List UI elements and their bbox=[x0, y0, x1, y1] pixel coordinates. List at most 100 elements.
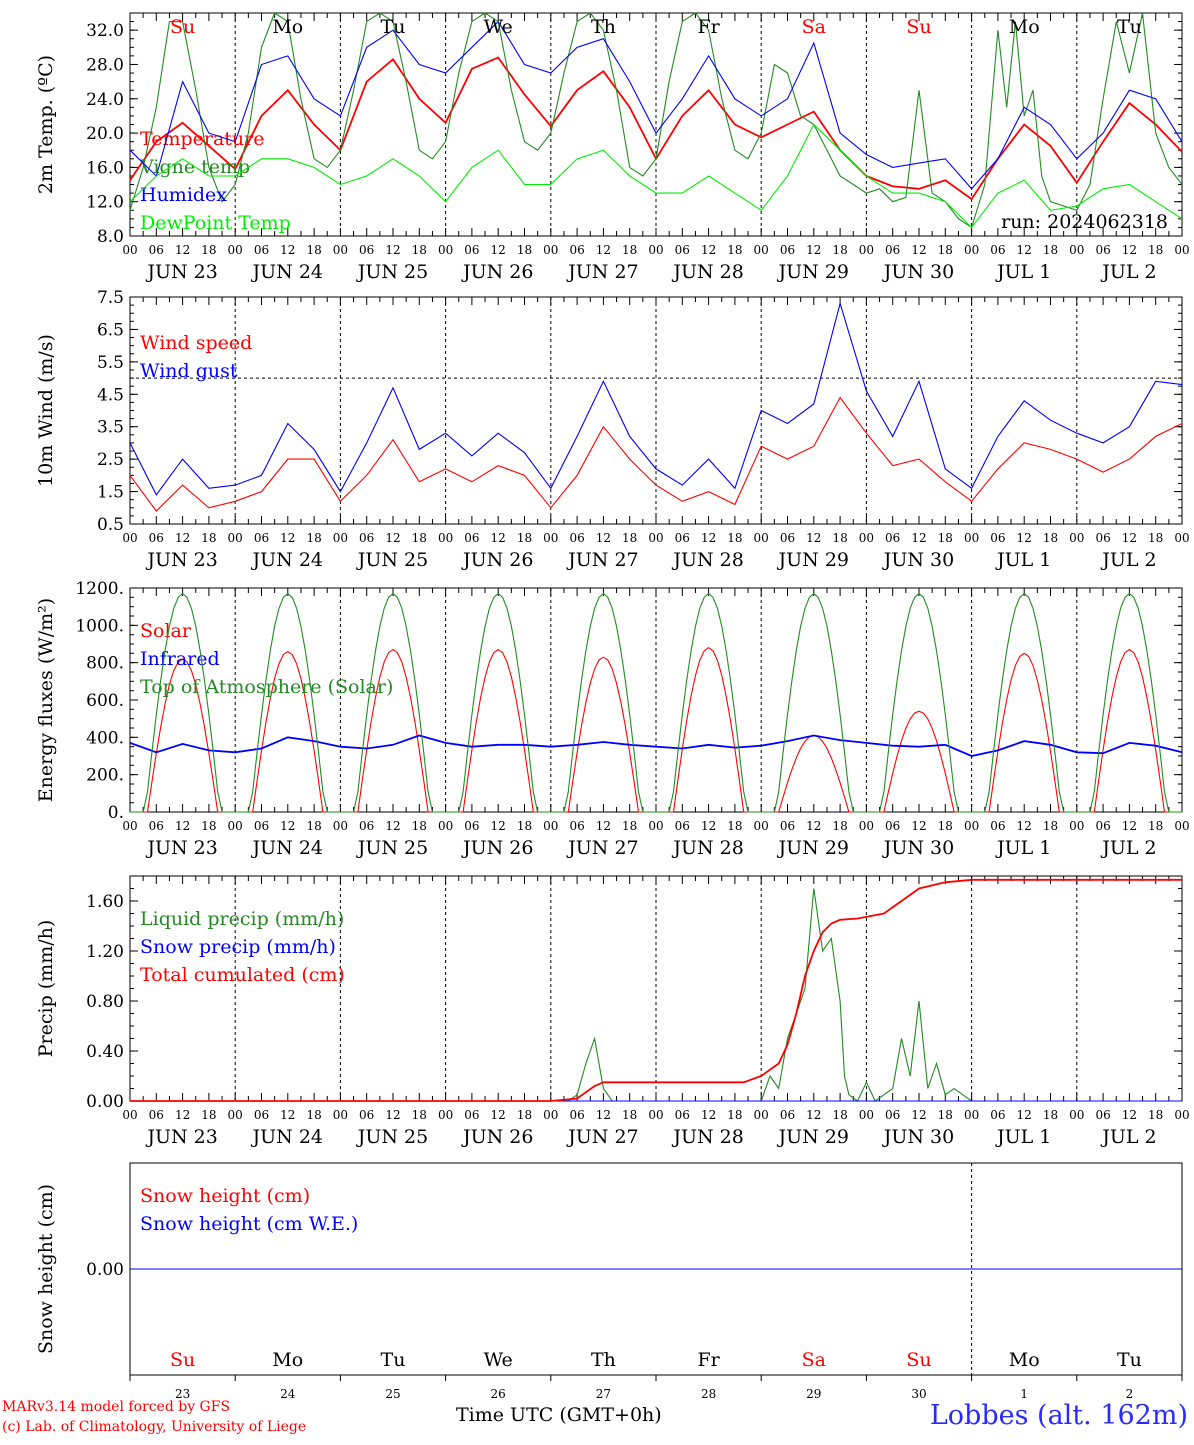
series-line-humidex bbox=[129, 20, 1183, 190]
hour-tick-label: 06 bbox=[885, 243, 900, 257]
weekday-label: Sa bbox=[802, 16, 826, 38]
legend-entry: Snow height (cm W.E.) bbox=[140, 1213, 358, 1235]
hour-tick-label: 12 bbox=[280, 531, 295, 545]
date-label: JUN 29 bbox=[777, 549, 849, 571]
hour-tick-label: 12 bbox=[175, 1108, 190, 1122]
hour-tick-label: 06 bbox=[359, 1108, 374, 1122]
weekday-label: Tu bbox=[381, 16, 406, 38]
series-line-infrared bbox=[129, 734, 1183, 757]
date-label: JUN 28 bbox=[671, 837, 743, 859]
hour-tick-label: 00 bbox=[1174, 243, 1189, 257]
hour-tick-label: 18 bbox=[412, 531, 427, 545]
y-tick-label: 600. bbox=[86, 691, 124, 711]
hour-tick-label: 00 bbox=[122, 531, 137, 545]
hour-tick-label: 06 bbox=[885, 1108, 900, 1122]
hour-tick-label: 18 bbox=[832, 1108, 847, 1122]
y-tick-label: 1000. bbox=[75, 616, 124, 636]
y-tick-label: 2.5 bbox=[97, 450, 124, 470]
hour-tick-label: 12 bbox=[1017, 243, 1032, 257]
hour-tick-label: 12 bbox=[1122, 243, 1137, 257]
hour-tick-label: 18 bbox=[412, 243, 427, 257]
hour-tick-label: 18 bbox=[727, 531, 742, 545]
y-axis-label: Snow height (cm) bbox=[35, 1184, 57, 1354]
hour-tick-label: 00 bbox=[122, 1108, 137, 1122]
day-number: 24 bbox=[280, 1387, 296, 1401]
day-number: 1 bbox=[1020, 1387, 1028, 1401]
y-axis-label: 10m Wind (m/s) bbox=[35, 334, 57, 487]
date-label: JUN 29 bbox=[777, 1126, 849, 1148]
hour-tick-label: 18 bbox=[1043, 531, 1058, 545]
hour-tick-label: 06 bbox=[569, 243, 584, 257]
hour-tick-label: 12 bbox=[806, 1108, 821, 1122]
y-tick-label: 7.5 bbox=[97, 288, 124, 308]
hour-tick-label: 00 bbox=[438, 243, 453, 257]
hour-tick-label: 12 bbox=[1122, 531, 1137, 545]
hour-tick-label: 18 bbox=[832, 243, 847, 257]
hour-tick-label: 12 bbox=[701, 819, 716, 833]
y-axis-label: Energy fluxes (W/m²) bbox=[35, 598, 57, 802]
hour-tick-label: 12 bbox=[491, 819, 506, 833]
hour-tick-label: 00 bbox=[964, 819, 979, 833]
hour-tick-label: 06 bbox=[359, 819, 374, 833]
weekday-label-bottom: Su bbox=[906, 1349, 931, 1371]
legend-entry: Wind speed bbox=[140, 332, 252, 354]
hour-tick-label: 00 bbox=[543, 1108, 558, 1122]
weekday-label-bottom: Fr bbox=[697, 1349, 720, 1371]
date-label: JUL 2 bbox=[1100, 837, 1156, 859]
hour-tick-label: 12 bbox=[596, 1108, 611, 1122]
weekday-label-bottom: We bbox=[484, 1349, 513, 1371]
date-label: JUN 25 bbox=[356, 261, 428, 283]
y-tick-label: 5.5 bbox=[97, 353, 124, 373]
series-line-total-cumulated-cm- bbox=[130, 878, 1182, 1102]
hour-tick-label: 18 bbox=[306, 531, 321, 545]
y-tick-label: 6.5 bbox=[97, 320, 124, 340]
hour-tick-label: 12 bbox=[175, 819, 190, 833]
hour-tick-label: 00 bbox=[333, 819, 348, 833]
weekday-label: We bbox=[484, 16, 513, 38]
hour-tick-label: 12 bbox=[911, 819, 926, 833]
day-number: 2 bbox=[1126, 1387, 1134, 1401]
y-tick-label: 3.5 bbox=[97, 418, 124, 438]
y-tick-label: 800. bbox=[86, 654, 124, 674]
date-label: JUN 28 bbox=[671, 261, 743, 283]
hour-tick-label: 06 bbox=[464, 243, 479, 257]
weekday-label-bottom: Tu bbox=[381, 1349, 406, 1371]
date-label: JUN 29 bbox=[777, 261, 849, 283]
hour-tick-label: 12 bbox=[491, 531, 506, 545]
hour-tick-label: 18 bbox=[412, 819, 427, 833]
hour-tick-label: 06 bbox=[149, 243, 164, 257]
hour-tick-label: 00 bbox=[122, 819, 137, 833]
hour-tick-label: 06 bbox=[254, 243, 269, 257]
hour-tick-label: 18 bbox=[517, 531, 532, 545]
legend-entry: DewPoint Temp bbox=[140, 212, 291, 234]
date-label: JUN 27 bbox=[566, 837, 638, 859]
date-label: JUN 25 bbox=[356, 549, 428, 571]
date-label: JUN 27 bbox=[566, 1126, 638, 1148]
hour-tick-label: 00 bbox=[1069, 243, 1084, 257]
y-tick-label: 4.5 bbox=[97, 385, 124, 405]
hour-tick-label: 12 bbox=[175, 243, 190, 257]
legend-entry: Wind gust bbox=[140, 360, 238, 382]
hour-tick-label: 12 bbox=[701, 531, 716, 545]
series-line-wind-gust bbox=[129, 301, 1183, 496]
hour-tick-label: 18 bbox=[517, 243, 532, 257]
hour-tick-label: 00 bbox=[964, 243, 979, 257]
hour-tick-label: 00 bbox=[1069, 1108, 1084, 1122]
y-tick-label: 0.80 bbox=[86, 992, 124, 1012]
date-label: JUN 30 bbox=[882, 261, 954, 283]
series-line-liquid-precip-mm-h- bbox=[130, 888, 1182, 1102]
hour-tick-label: 18 bbox=[1043, 819, 1058, 833]
hour-tick-label: 00 bbox=[648, 1108, 663, 1122]
weekday-label-bottom: Mo bbox=[1009, 1349, 1040, 1371]
hour-tick-label: 00 bbox=[333, 243, 348, 257]
date-label: JUN 26 bbox=[461, 549, 533, 571]
legend-entry: Snow height (cm) bbox=[140, 1185, 310, 1207]
y-tick-label: 0.00 bbox=[86, 1260, 124, 1280]
hour-tick-label: 18 bbox=[622, 243, 637, 257]
hour-tick-label: 18 bbox=[201, 1108, 216, 1122]
weekday-label: Th bbox=[591, 16, 616, 38]
hour-tick-label: 06 bbox=[149, 819, 164, 833]
hour-tick-label: 18 bbox=[306, 243, 321, 257]
y-tick-label: 8.0 bbox=[97, 227, 124, 247]
